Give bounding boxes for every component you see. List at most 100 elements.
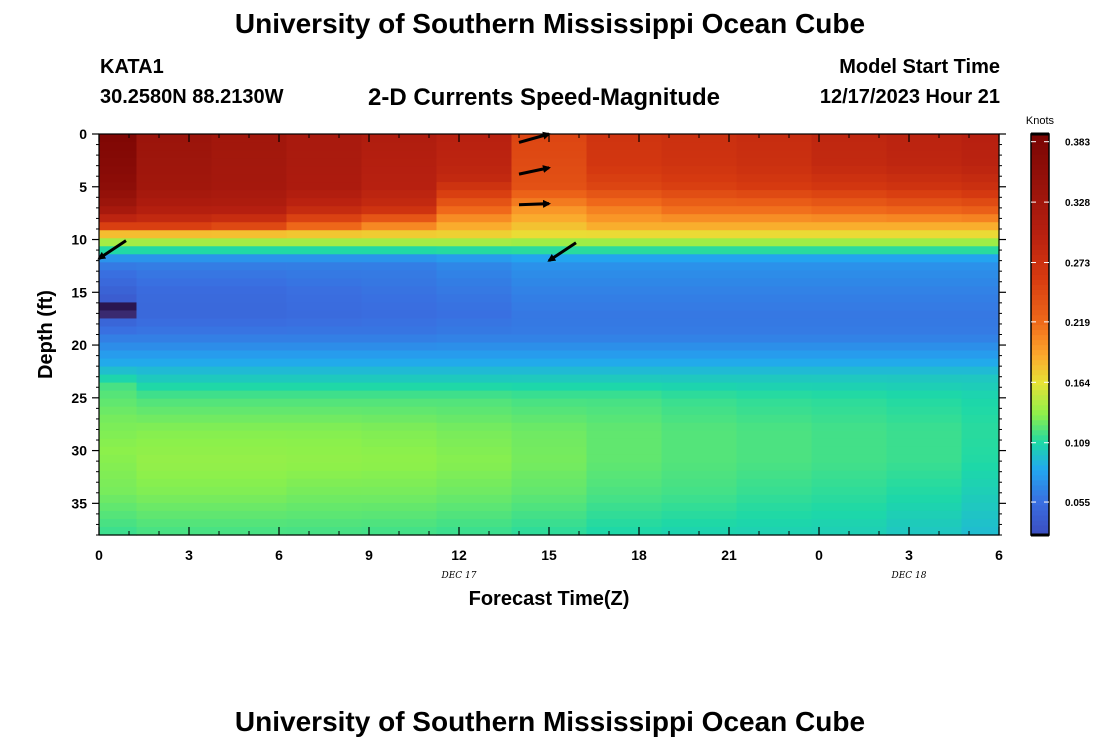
heat-cell <box>661 302 738 312</box>
heat-cell <box>436 190 513 199</box>
heat-cell <box>811 430 888 440</box>
x-tick-label: 12 <box>451 547 467 563</box>
heat-cell <box>361 334 438 344</box>
heat-cell <box>511 470 588 480</box>
heat-cell <box>361 486 438 496</box>
heat-cell <box>586 246 663 255</box>
colorbar-segment <box>1031 454 1049 461</box>
heat-cell <box>661 422 738 432</box>
colorbar-segment <box>1031 304 1049 311</box>
heat-cell <box>436 326 513 336</box>
heat-cell <box>361 390 438 400</box>
heat-cell <box>361 502 438 512</box>
heat-cell <box>99 518 138 528</box>
heat-cell <box>211 142 288 151</box>
heat-cell <box>99 470 138 480</box>
heat-cell <box>286 246 363 255</box>
heat-cell <box>211 470 288 480</box>
heat-cell <box>961 214 1000 223</box>
colorbar-segment <box>1031 434 1049 441</box>
heat-cell <box>886 422 963 432</box>
heat-cell <box>961 342 1000 352</box>
heat-cell <box>661 310 738 320</box>
heat-cell <box>361 302 438 312</box>
heat-cell <box>961 246 1000 255</box>
heat-cell <box>586 446 663 456</box>
colorbar-segment <box>1031 399 1049 406</box>
heat-cell <box>811 222 888 231</box>
heat-cell <box>736 174 813 183</box>
heat-cell <box>586 142 663 151</box>
heat-cell <box>436 182 513 191</box>
heat-cell <box>511 350 588 360</box>
heat-cell <box>361 422 438 432</box>
heat-cell <box>586 262 663 271</box>
heat-cell <box>286 422 363 432</box>
heat-cell <box>586 318 663 328</box>
colorbar-tick-label: 0.055 <box>1065 498 1090 509</box>
heat-cell <box>811 294 888 304</box>
heat-cell <box>511 382 588 392</box>
heat-cell <box>886 238 963 247</box>
colorbar-segment <box>1031 249 1049 255</box>
heat-cell <box>136 190 213 199</box>
heat-cell <box>511 230 588 239</box>
heat-cell <box>99 526 138 536</box>
heat-cell <box>286 462 363 472</box>
heat-cell <box>286 222 363 231</box>
colorbar-tick-label: 0.273 <box>1065 259 1090 270</box>
heat-cell <box>99 478 138 488</box>
heat-cell <box>286 286 363 295</box>
heat-cell <box>886 502 963 512</box>
heat-cell <box>661 470 738 480</box>
heat-cell <box>661 166 738 175</box>
heat-cell <box>136 134 213 143</box>
heat-cell <box>961 166 1000 175</box>
heat-cell <box>961 462 1000 472</box>
heat-cell <box>286 510 363 520</box>
heat-cell <box>136 310 213 320</box>
y-tick-label: 35 <box>71 495 87 511</box>
colorbar-tick-label: 0.219 <box>1065 318 1090 329</box>
colorbar-segment <box>1031 309 1049 316</box>
heat-cell <box>886 206 963 215</box>
heat-cell <box>211 326 288 336</box>
heat-cell <box>436 174 513 183</box>
heat-cell <box>99 278 138 287</box>
heat-cell <box>99 214 138 223</box>
colorbar-segment <box>1031 334 1049 341</box>
heat-cell <box>136 478 213 488</box>
heat-cell <box>286 238 363 247</box>
colorbar-segment <box>1031 529 1049 536</box>
heat-cell <box>811 150 888 159</box>
heat-cell <box>136 262 213 271</box>
heat-cell <box>886 406 963 416</box>
heat-cell <box>811 318 888 328</box>
x-axis-title: Forecast Time(Z) <box>469 588 630 610</box>
heat-cell <box>361 206 438 215</box>
heat-cell <box>886 254 963 263</box>
heat-cell <box>361 294 438 304</box>
model-start-time: 12/17/2023 Hour 21 <box>819 86 1000 108</box>
colorbar-segment <box>1031 499 1049 506</box>
heat-cell <box>211 278 288 287</box>
heat-cell <box>136 294 213 304</box>
heat-cell <box>586 494 663 504</box>
heat-cell <box>886 214 963 223</box>
heat-cell <box>586 174 663 183</box>
current-arrow <box>547 241 577 262</box>
heat-cell <box>436 422 513 432</box>
heat-cell <box>736 150 813 159</box>
heat-cell <box>736 254 813 263</box>
heat-cell <box>436 150 513 159</box>
colorbar-segment <box>1031 214 1049 220</box>
heat-cell <box>811 462 888 472</box>
heat-cell <box>211 158 288 167</box>
heat-cell <box>736 374 813 384</box>
heat-cell <box>211 398 288 408</box>
heat-cell <box>736 190 813 199</box>
heat-cell <box>286 518 363 528</box>
heat-cell <box>136 406 213 416</box>
heat-cell <box>99 238 138 247</box>
heat-cell <box>886 134 963 143</box>
